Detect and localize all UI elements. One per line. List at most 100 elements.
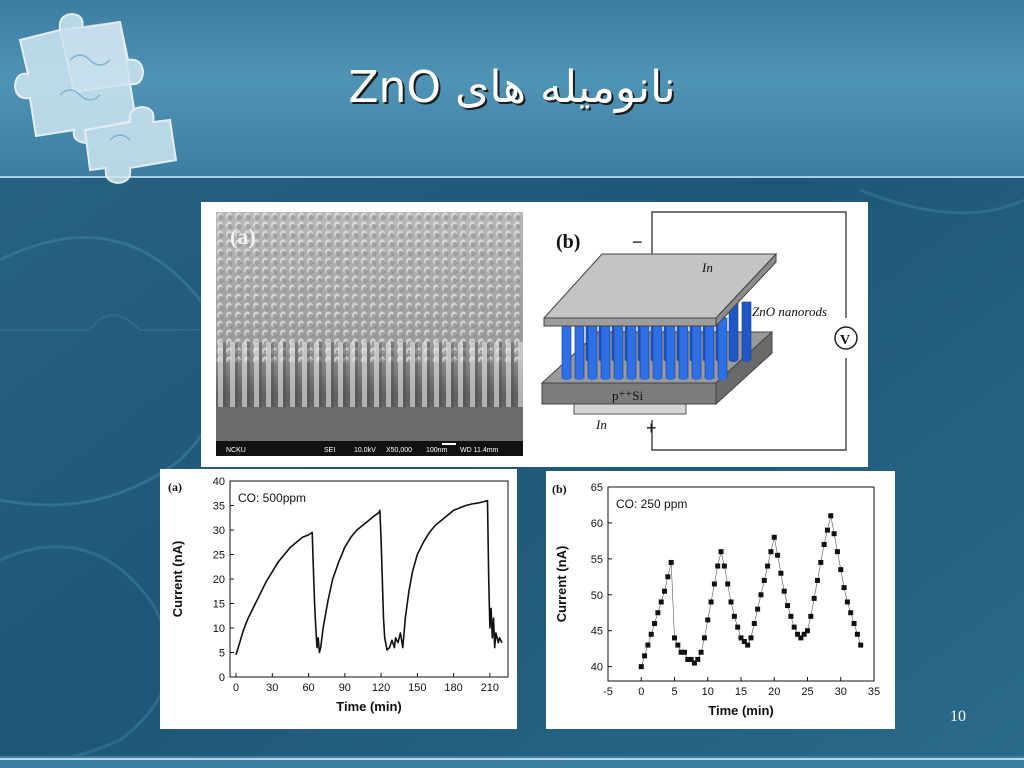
data-point	[848, 610, 854, 616]
nanorod-base	[679, 376, 688, 380]
sem-scale-bar	[442, 443, 456, 445]
data-point	[681, 649, 687, 655]
data-point	[721, 563, 727, 569]
voltmeter-label: V	[840, 333, 850, 348]
data-point	[678, 649, 684, 655]
data-point	[695, 656, 701, 662]
nanorod	[639, 317, 650, 379]
nanorod	[626, 317, 637, 379]
minus-terminal: −	[632, 232, 643, 252]
data-point	[831, 531, 837, 537]
data-point	[658, 599, 664, 605]
nanorod	[678, 317, 689, 379]
nanorod	[665, 317, 676, 379]
substrate-side	[715, 330, 773, 406]
data-point	[728, 599, 734, 605]
data-point	[738, 635, 744, 641]
data-point	[685, 656, 691, 662]
sem-footer-scale: 100nm	[426, 447, 448, 454]
data-point	[805, 628, 810, 634]
nanorod	[691, 317, 702, 379]
chart-panel-label: (a)	[168, 480, 182, 494]
data-point	[854, 631, 860, 637]
voltmeter-icon	[834, 326, 858, 350]
y-tick-label: 50	[591, 590, 603, 602]
data-point	[751, 621, 757, 627]
data-point	[715, 563, 721, 569]
data-point	[838, 567, 844, 573]
y-tick-label: 15	[213, 599, 225, 611]
sem-footer-magnification: X50,000	[386, 447, 412, 454]
data-point	[851, 621, 857, 627]
chart-b: -5 0 5 10 15 20 25 30 35 40 45 50 55 60 65 Time (min) Cu…	[552, 482, 880, 718]
data-point	[771, 534, 777, 540]
puzzle-logo-icon	[13, 12, 178, 185]
x-tick-label: 150	[408, 682, 426, 694]
top-plate	[542, 253, 778, 319]
plot-frame	[607, 486, 875, 682]
data-point	[834, 549, 840, 555]
data-point	[841, 585, 847, 591]
y-tick-label: 25	[213, 550, 225, 562]
data-point	[824, 527, 830, 533]
data-point	[798, 635, 804, 641]
x-tick-label: 0	[638, 686, 644, 698]
series-line	[235, 499, 503, 656]
sem-footer-mode: SEI	[324, 447, 335, 454]
data-point	[755, 606, 761, 612]
data-point	[788, 613, 794, 619]
nanorod-base	[729, 358, 738, 362]
nanorod-base	[640, 376, 649, 380]
data-point	[828, 513, 834, 519]
y-axis-label: Current (nA)	[554, 546, 569, 623]
nanorod	[704, 317, 715, 379]
sem-footer-wd: WD 11.4mm	[460, 447, 499, 454]
y-tick-label: 0	[219, 672, 225, 684]
data-point	[731, 613, 737, 619]
data-point	[844, 599, 850, 605]
substrate-label: p⁺⁺Si	[612, 388, 643, 403]
x-tick-label: 120	[372, 682, 390, 694]
data-point	[652, 621, 658, 627]
data-point	[648, 631, 654, 637]
x-tick-label: 35	[868, 686, 880, 698]
data-point	[668, 559, 674, 565]
data-point	[691, 660, 697, 666]
data-point	[638, 664, 644, 670]
data-point	[821, 541, 827, 547]
plus-terminal: +	[646, 418, 657, 438]
data-point	[718, 549, 724, 555]
nanorod-base	[742, 358, 751, 362]
data-point	[758, 592, 764, 598]
x-tick-label: 90	[339, 682, 351, 694]
nanorod-base	[562, 376, 571, 380]
data-point	[645, 642, 651, 648]
nanorods-label: ZnO nanorods	[752, 304, 827, 319]
x-tick-label: 210	[481, 682, 499, 694]
device-diagram: (b) − + V In p⁺⁺Si In ZnO nanorods	[540, 211, 858, 451]
series-connector	[641, 515, 861, 667]
nanorod-base	[718, 376, 727, 380]
nanorod-base	[575, 376, 584, 380]
x-axis-label: Time (min)	[708, 703, 774, 718]
sem-image: NCKU SEI 10.0kV X50,000 100nm WD 11.4mm …	[216, 212, 523, 456]
data-point	[642, 653, 648, 659]
data-point	[765, 563, 771, 569]
sem-panel-label: (a)	[230, 224, 256, 249]
y-tick-label: 35	[213, 501, 225, 513]
top-electrode-label: In	[701, 260, 713, 275]
data-point	[775, 552, 781, 558]
data-point	[748, 635, 754, 641]
chart-annotation: CO: 250 ppm	[616, 497, 687, 511]
sem-footer-voltage: 10.0kV	[354, 447, 376, 454]
x-tick-label: 0	[233, 682, 239, 694]
x-tick-label: 20	[768, 686, 780, 698]
sem-footer-lab: NCKU	[226, 447, 246, 454]
data-point	[791, 624, 797, 630]
data-point	[745, 642, 751, 648]
slide-title: نانومیله های ZnO	[348, 62, 676, 113]
x-tick-label: 5	[671, 686, 677, 698]
nanorod	[717, 317, 728, 379]
data-point	[814, 577, 820, 583]
x-tick-label: 15	[735, 686, 747, 698]
